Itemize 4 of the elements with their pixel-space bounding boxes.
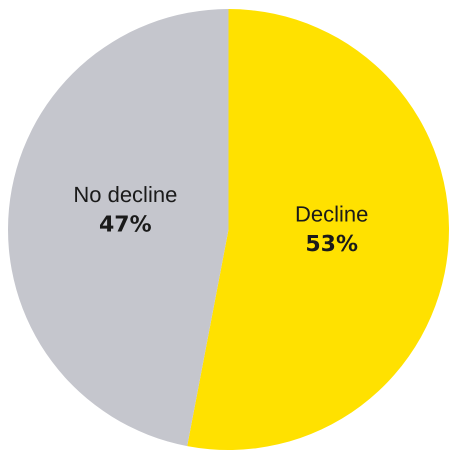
data-label: 47%	[98, 212, 152, 238]
slice-label: Decline	[294, 201, 368, 226]
slice-label: No decline	[73, 182, 178, 207]
data-label: 53%	[305, 232, 358, 257]
